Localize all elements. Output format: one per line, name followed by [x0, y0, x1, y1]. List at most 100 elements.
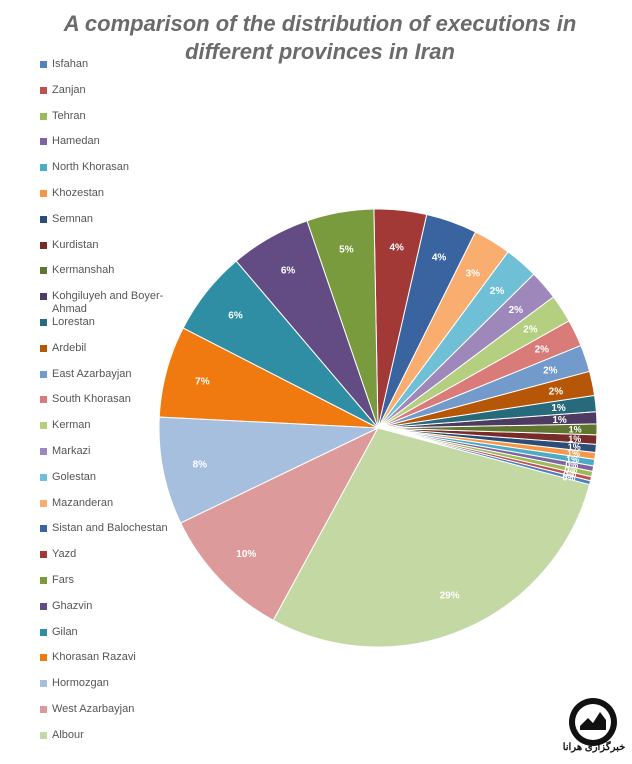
slice-data-label: 0%	[565, 460, 578, 470]
slice-data-label: 6%	[228, 311, 243, 322]
legend-label: Kerman	[52, 419, 91, 432]
legend-swatch	[40, 190, 47, 197]
legend-item: Khorasan Razavi	[38, 651, 188, 664]
slice-data-label: 7%	[195, 377, 210, 388]
slice-data-label: 1%	[568, 434, 581, 444]
legend-item: South Khorasan	[38, 393, 188, 406]
chart-title: A comparison of the distribution of exec…	[63, 11, 577, 64]
logo-caption: خبرگزاری هرانا	[562, 742, 626, 753]
legend-item: Kurdistan	[38, 239, 188, 252]
legend-item: Golestan	[38, 471, 188, 484]
legend-item: Ghazvin	[38, 600, 188, 613]
legend-swatch	[40, 86, 47, 94]
legend-label: Yazd	[52, 548, 77, 561]
pie-slice	[158, 416, 379, 524]
legend-swatch	[40, 319, 47, 326]
legend-item: Gilan	[38, 626, 188, 639]
legend-label: Semnan	[52, 212, 93, 225]
legend-label: Khorasan Razavi	[52, 651, 136, 664]
legend-label: Kohgiluyeh and Boyer-Ahmad	[52, 290, 164, 316]
legend-item: Ardebil	[38, 342, 188, 355]
slice-data-label: 4%	[389, 243, 404, 254]
legend-swatch	[40, 293, 47, 301]
slice-data-label: 3%	[466, 268, 481, 279]
legend-swatch	[40, 525, 47, 533]
legend-label: North Khorasan	[52, 161, 130, 174]
slice-data-label: 1%	[569, 425, 582, 435]
legend-label: Kurdistan	[52, 238, 99, 251]
legend-label: Mazanderan	[52, 496, 114, 509]
legend-swatch	[40, 164, 47, 172]
legend-swatch	[40, 241, 47, 249]
slice-data-label: 0%	[562, 473, 575, 483]
legend-label: Albour	[52, 728, 84, 741]
legend-swatch	[40, 731, 47, 739]
slice-data-label: 2%	[523, 324, 538, 335]
slice-data-label: 1%	[552, 415, 567, 426]
slice-data-label: 2%	[549, 386, 564, 397]
slice-data-label: 6%	[281, 266, 296, 277]
legend-item: Albour	[38, 729, 188, 742]
legend-item: Isfahan	[38, 58, 188, 71]
slice-data-label: 29%	[440, 591, 460, 602]
legend-item: Mazanderan	[38, 497, 188, 510]
slice-data-label: 2%	[490, 286, 505, 297]
legend-item: West Azarbayjan	[38, 703, 188, 716]
slice-data-label: 1%	[566, 455, 579, 465]
legend-label: Fars	[52, 574, 74, 586]
legend-label: East Azarbayjan	[52, 367, 132, 380]
legend-label: West Azarbayjan	[52, 703, 135, 715]
slice-data-label: 0%	[563, 469, 576, 479]
legend-label: Ardebil	[52, 341, 87, 354]
legend-label: Isfahan	[52, 58, 89, 70]
legend-label: Ghazvin	[52, 599, 93, 612]
legend-swatch	[40, 706, 47, 713]
legend-label: Hamedan	[52, 135, 100, 148]
legend-swatch	[40, 680, 47, 688]
legend-swatch	[40, 112, 47, 120]
legend-swatch	[40, 602, 47, 610]
legend-item: Kohgiluyeh and Boyer-Ahmad	[38, 290, 188, 316]
legend-swatch	[40, 448, 47, 455]
slice-data-label: 1%	[567, 449, 580, 459]
legend-item: Fars	[38, 574, 188, 587]
legend-swatch	[40, 344, 47, 352]
slice-data-label: 8%	[193, 460, 208, 471]
legend-item: Kerman	[38, 419, 188, 432]
legend-item: Zanjan	[38, 84, 188, 97]
legend-label: Sistan and Balochestan	[52, 522, 168, 535]
legend-label: Zanjan	[52, 83, 86, 96]
slice-data-label: 2%	[509, 305, 524, 316]
pie-slice	[180, 426, 380, 622]
legend-swatch	[40, 215, 47, 223]
legend-item: Sistan and Balochestan	[38, 522, 188, 535]
slice-data-label: 4%	[432, 252, 447, 263]
legend-item: Tehran	[38, 110, 188, 123]
legend-label: Tehran	[52, 109, 86, 122]
legend-item: Khozestan	[38, 187, 188, 200]
slice-data-label: 2%	[543, 366, 558, 377]
legend-label: South Khorasan	[52, 393, 131, 406]
legend-label: Khozestan	[52, 187, 104, 199]
slice-data-label: 1%	[568, 442, 581, 452]
legend-swatch	[40, 654, 47, 662]
legend-swatch	[40, 396, 47, 404]
legend-label: Hormozgan	[52, 677, 109, 690]
legend-swatch	[40, 138, 47, 146]
legend-item: East Azarbayjan	[38, 368, 188, 381]
legend-swatch	[40, 628, 47, 636]
slice-data-label: 1%	[551, 403, 566, 414]
legend-swatch	[40, 499, 47, 507]
legend-item: Markazi	[38, 445, 188, 458]
legend-label: Lorestan	[52, 316, 95, 328]
legend-label: Golestan	[52, 470, 97, 483]
legend-swatch	[40, 61, 47, 68]
legend-swatch	[40, 577, 47, 584]
legend-item: Kermanshah	[38, 264, 188, 277]
legend-item: Semnan	[38, 213, 188, 226]
legend-swatch	[40, 551, 47, 559]
legend-item: Hamedan	[38, 135, 188, 148]
pie-slice	[272, 427, 591, 648]
legend-item: Lorestan	[38, 316, 188, 329]
